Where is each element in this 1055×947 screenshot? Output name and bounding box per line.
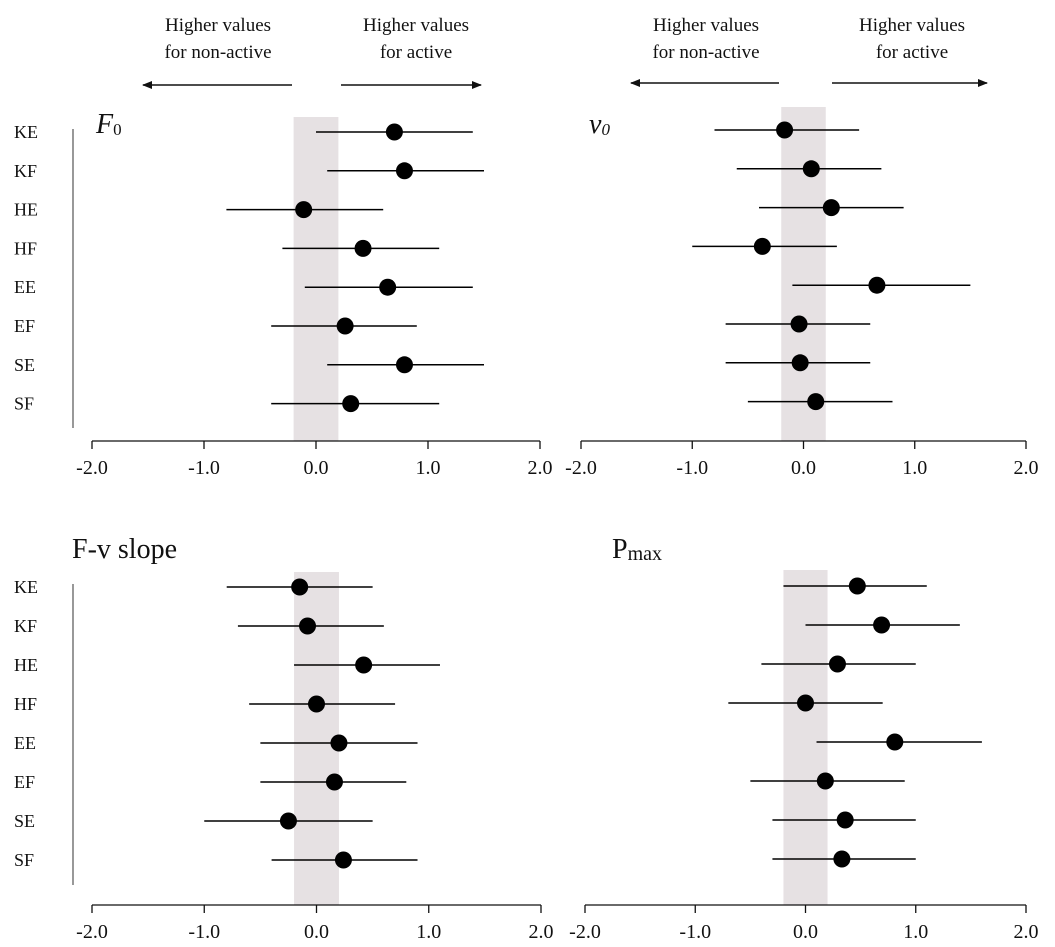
null-effect-band	[293, 117, 339, 441]
x-tick-label: -2.0	[76, 921, 108, 943]
estimate-marker	[279, 812, 297, 830]
category-label: KE	[14, 577, 38, 597]
estimate-marker	[385, 123, 403, 141]
x-tick-label: -2.0	[565, 457, 597, 479]
category-label: HE	[14, 655, 38, 675]
x-tick-label: 2.0	[528, 457, 553, 479]
estimate-marker	[848, 577, 866, 595]
panel-title-fv-slope: F-v slope	[72, 534, 177, 565]
estimate-marker	[330, 734, 348, 752]
estimate-marker	[342, 395, 360, 413]
estimate-marker	[802, 160, 820, 178]
estimate-marker	[299, 617, 317, 635]
header-active-line2: for active	[380, 42, 452, 63]
header-active-line1: Higher values	[363, 15, 469, 36]
panel-title-f0: F0	[95, 109, 122, 140]
null-effect-band	[783, 570, 828, 905]
category-label: EE	[14, 277, 36, 297]
category-label: KF	[14, 616, 37, 636]
forest-panel: -2.0 -1.0 0.0 1.0 2.0	[565, 107, 1039, 479]
estimate-marker	[828, 655, 846, 673]
header-nonactive-line2: for non-active	[164, 42, 271, 63]
category-label: EE	[14, 733, 36, 753]
direction-header-left-panel: Higher values for non-active Higher valu…	[142, 15, 482, 89]
category-label: HF	[14, 238, 37, 258]
estimate-marker	[308, 695, 325, 713]
header-nonactive-line1: Higher values	[653, 15, 759, 36]
category-label: KE	[14, 122, 38, 142]
estimate-marker	[354, 239, 372, 257]
x-tick-label: 1.0	[903, 921, 928, 943]
estimate-marker	[776, 121, 794, 139]
estimate-marker	[395, 356, 413, 374]
x-tick-label: 1.0	[902, 457, 927, 479]
category-label: SE	[14, 355, 35, 375]
x-tick-label: -1.0	[188, 921, 220, 943]
estimate-marker	[797, 694, 814, 712]
forest-panel: KE KF HE HF EE EF SE SF -2.0 -1.0 0.0 1.0 2.0	[14, 117, 553, 479]
estimate-marker	[336, 317, 354, 335]
estimate-marker	[379, 278, 397, 296]
estimate-marker	[836, 811, 854, 829]
category-label: SE	[14, 811, 35, 831]
category-label: HF	[14, 694, 37, 714]
x-tick-label: 2.0	[529, 921, 554, 943]
estimate-marker	[325, 773, 343, 791]
estimate-marker	[822, 199, 840, 217]
direction-header-right-panel: Higher values for non-active Higher valu…	[630, 15, 988, 87]
x-tick-label: -1.0	[679, 921, 711, 943]
x-tick-label: -2.0	[76, 457, 108, 479]
category-label: EF	[14, 772, 35, 792]
estimate-marker	[334, 851, 352, 869]
panels-layer: KE KF HE HF EE EF SE SF -2.0 -1.0 0.0 1.0 2.0 -2.0 -1.…	[14, 107, 1039, 943]
category-label: SF	[14, 850, 34, 870]
category-label: EF	[14, 316, 35, 336]
x-tick-label: 0.0	[304, 457, 329, 479]
forest-panel: -2.0 -1.0 0.0 1.0 2.0	[569, 570, 1039, 943]
x-tick-label: 2.0	[1014, 457, 1039, 479]
x-tick-label: 1.0	[416, 457, 441, 479]
header-active-line2: for active	[876, 42, 948, 63]
null-effect-band	[781, 107, 826, 441]
panel-title-pmax: Pmax	[612, 534, 662, 565]
estimate-marker	[395, 162, 413, 180]
estimate-marker	[868, 276, 886, 294]
header-nonactive-line2: for non-active	[652, 42, 759, 63]
estimate-marker	[753, 237, 771, 255]
estimate-marker	[791, 354, 809, 372]
x-tick-label: 0.0	[791, 457, 816, 479]
x-tick-label: 0.0	[793, 921, 818, 943]
estimate-marker	[833, 850, 851, 868]
estimate-marker	[807, 393, 825, 411]
category-label: HE	[14, 200, 38, 220]
estimate-marker	[295, 201, 313, 219]
category-label: KF	[14, 161, 37, 181]
estimate-marker	[873, 616, 891, 634]
estimate-marker	[886, 733, 904, 751]
x-tick-label: 1.0	[416, 921, 441, 943]
header-nonactive-line1: Higher values	[165, 15, 271, 36]
panel-title-v0: v0	[589, 109, 610, 140]
x-tick-label: 2.0	[1014, 921, 1039, 943]
estimate-marker	[291, 578, 309, 596]
x-tick-label: 0.0	[304, 921, 329, 943]
x-tick-label: -2.0	[569, 921, 601, 943]
forest-panel: KE KF HE HF EE EF SE SF -2.0 -1.0 0.0 1.0 2.0	[14, 572, 554, 943]
x-tick-label: -1.0	[676, 457, 708, 479]
header-active-line1: Higher values	[859, 15, 965, 36]
estimate-marker	[816, 772, 834, 790]
estimate-marker	[790, 315, 808, 333]
estimate-marker	[355, 656, 373, 674]
x-tick-label: -1.0	[188, 457, 220, 479]
category-label: SF	[14, 394, 34, 414]
